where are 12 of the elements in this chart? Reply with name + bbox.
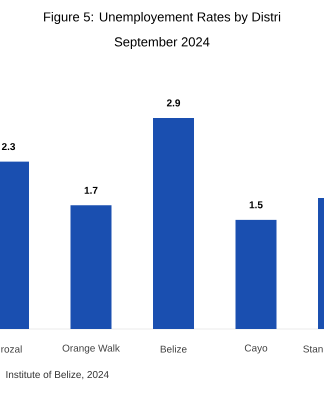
data-label: 2.3 xyxy=(2,143,16,150)
data-label: 1.7 xyxy=(84,186,98,194)
x-tick-label: Stan xyxy=(303,345,323,353)
x-tick-label: Belize xyxy=(160,345,187,353)
x-tick-label: Cayo xyxy=(244,344,268,354)
chart-title: Figure 5: Unemployement Rates by Distri xyxy=(44,12,280,24)
text: Institute of Belize, 2024 xyxy=(6,370,109,380)
x-tick-label: Orange Walk xyxy=(62,344,120,354)
x-tick-label: rozal xyxy=(1,345,22,353)
data-label: 2.9 xyxy=(166,99,180,106)
data-label: 1.5 xyxy=(250,201,263,208)
chart-subtitle: September 2024 xyxy=(114,36,210,50)
